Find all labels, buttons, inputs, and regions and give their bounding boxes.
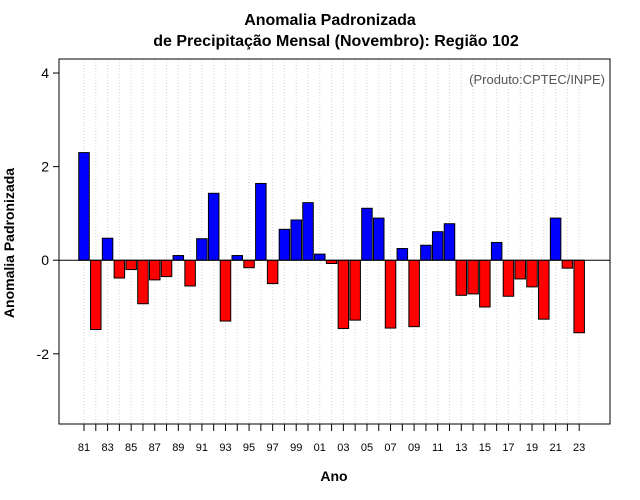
x-axis-title: Ano	[320, 468, 347, 484]
x-tick-label: 93	[219, 442, 231, 454]
bar-90	[184, 259, 196, 287]
bar-04	[349, 259, 361, 321]
bar-11	[431, 231, 444, 261]
y-tick-label: 4	[41, 65, 49, 81]
x-tick-label: 19	[526, 442, 538, 454]
bar-92	[207, 192, 220, 261]
bar-89	[172, 255, 185, 261]
bar-98	[278, 228, 291, 261]
bar-08	[396, 248, 409, 261]
x-tick-label: 05	[361, 442, 373, 454]
x-tick-label: 91	[196, 442, 208, 454]
bar-94	[231, 255, 244, 261]
bars	[78, 152, 585, 334]
bar-14	[467, 259, 479, 295]
x-tick-label: 99	[290, 442, 302, 454]
bar-83	[101, 237, 114, 261]
x-tick-label: 87	[149, 442, 161, 454]
bar-09	[408, 259, 420, 328]
bar-19	[526, 259, 538, 288]
bar-84	[113, 259, 126, 279]
x-tick-label: 89	[172, 442, 184, 454]
chart-title-line-2: de Precipitação Mensal (Novembro): Regiã…	[153, 33, 519, 50]
bar-13	[455, 259, 468, 296]
x-tick-label: 81	[78, 442, 90, 454]
plot-frame	[58, 58, 611, 425]
x-tick-label: 01	[314, 442, 326, 454]
y-tick-label: -2	[37, 346, 50, 362]
bar-82	[90, 259, 102, 330]
x-tick-label: 83	[101, 442, 113, 454]
bar-96	[255, 182, 267, 261]
grid	[83, 59, 580, 424]
x-tick-label: 15	[479, 442, 491, 454]
x-tick-label: 03	[337, 442, 349, 454]
bar-21	[549, 217, 562, 261]
x-tick-label: 07	[384, 442, 396, 454]
y-tick-label: 2	[41, 159, 49, 175]
bar-87	[148, 259, 161, 281]
bar-05	[361, 207, 373, 261]
bar-17	[502, 259, 515, 297]
bar-00	[302, 202, 314, 261]
bar-22	[561, 259, 574, 269]
chart-title-line-1: Anomalia Padronizada	[244, 12, 416, 29]
bar-18	[514, 259, 526, 280]
bar-91	[196, 238, 208, 261]
x-tick-label: 97	[267, 442, 279, 454]
bar-16	[490, 241, 503, 261]
credit-label: (Produto:CPTEC/INPE)	[469, 72, 605, 87]
bar-20	[538, 259, 550, 320]
bar-03	[337, 259, 350, 330]
bar-97	[266, 259, 279, 285]
x-tick-label: 09	[408, 442, 420, 454]
bar-86	[137, 259, 149, 305]
bar-23	[573, 259, 585, 334]
bar-81	[78, 152, 90, 261]
x-tick-label: 21	[549, 442, 561, 454]
x-tick-label: 11	[432, 442, 443, 454]
x-tick-label: 23	[573, 442, 585, 454]
bar-93	[219, 259, 232, 322]
x-tick-label: 17	[502, 442, 514, 454]
bar-99	[290, 219, 302, 261]
bar-12	[443, 223, 456, 261]
bar-85	[125, 259, 137, 271]
bar-01	[314, 253, 326, 261]
bar-07	[384, 259, 397, 329]
bar-06	[373, 217, 385, 261]
y-axis: -2 0 2 4	[37, 65, 59, 362]
bar-10	[420, 244, 432, 261]
y-tick-label: 0	[41, 252, 49, 268]
bar-88	[160, 259, 173, 278]
bar-15	[479, 259, 491, 308]
x-tick-label: 95	[243, 442, 255, 454]
y-axis-title: Anomalia Padronizada	[1, 168, 17, 318]
x-axis: 81 83 85 87 89 91 93 95 97 99 01 03 05 07 09 11 13 15 17 19…	[78, 424, 585, 454]
x-tick-label: 13	[455, 442, 467, 454]
x-tick-label: 85	[125, 442, 137, 454]
bar-95	[243, 259, 255, 269]
